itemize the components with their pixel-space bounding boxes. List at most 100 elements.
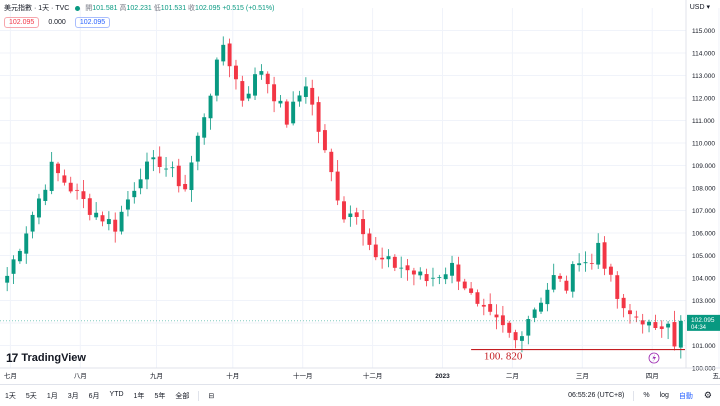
candle-body [164,168,169,170]
candle-body [361,219,366,235]
range-button[interactable]: 1年 [133,392,145,400]
candle-body [659,326,664,329]
percent-toggle[interactable]: % [643,392,650,399]
currency-selector[interactable]: USD ▾ [689,4,710,11]
candle-body [354,212,359,217]
auto-scale-toggle[interactable]: 自動 [678,392,693,400]
candle-body [195,135,200,162]
symbol-legend: 美元指數 · 1天 · TVC 開101.581 高102.231 低101.5… [4,3,274,13]
candle-body [405,265,410,271]
candle-body [138,179,143,189]
candle-body [678,320,683,348]
price-tick-label: 101.000 [692,343,716,350]
time-axis[interactable]: 七月 八月 九月 十月 十一月 十二月 2023 二月 三月 四月 五月 [0,352,720,380]
candle-body [564,280,569,291]
candle-body [303,86,308,97]
candle-body [456,264,461,282]
candle-body [183,183,188,190]
current-price-badge [687,314,720,331]
candle-body [310,87,315,105]
range-button[interactable]: 1天 [5,392,16,400]
candle-body [170,167,175,169]
candle-body [214,59,219,96]
candle-body [424,274,429,282]
symbol-title[interactable]: 美元指數 · 1天 · TVC [4,5,70,12]
buy-price-button[interactable]: 102.095 [74,17,111,28]
range-button[interactable]: 1月 [46,392,58,400]
candle-body [628,310,632,315]
low-label: 低 [153,5,161,12]
candle-body [475,292,480,304]
candle-body [329,151,334,173]
candle-body [399,267,404,269]
time-tick-label: 九月 [150,371,163,380]
order-badges: 102.095 0.000 102.095 [4,17,111,28]
candle-body [113,219,118,232]
price-tick-label: 107.000 [692,208,716,215]
range-button[interactable]: YTD [109,390,124,398]
price-chart[interactable]: 100. 820 100.000101.000102.000103.000104… [0,0,720,384]
candle-body [647,321,652,326]
candle-body [373,244,378,258]
date-range-icon[interactable]: ⊟ [208,392,215,400]
candle-body [469,288,474,293]
candle-body [145,161,149,180]
candle-body [653,322,658,329]
candle-body [462,281,467,289]
candle-body [227,43,232,67]
candle-body [418,271,423,276]
bottom-toolbar: 1天 5天 1月 3月 6月 YTD 1年 5年 全部 ⊟ 06:55:26 (UTC+8) %… [0,384,720,406]
candle-body [500,315,505,326]
current-price-value: 102.095 [691,317,715,324]
candle-body [602,242,607,269]
candle-body [335,171,340,201]
range-button[interactable]: 6月 [88,392,100,400]
lightning-icon[interactable] [648,352,660,364]
candle-body [5,275,10,283]
candle-body [221,44,226,62]
price-tick-label: 113.000 [692,73,715,80]
candle-body [380,257,385,260]
candle-body [513,332,518,341]
change-value: +0.515 (+0.51%) [222,5,275,12]
price-tick-label: 106.000 [692,231,716,238]
candle-body [81,191,86,200]
range-button[interactable]: 5年 [154,392,166,400]
log-toggle[interactable]: log [659,392,669,399]
candle-body [151,157,156,160]
candle-body [94,212,99,218]
open-label: 開 [85,5,93,12]
range-button[interactable]: 全部 [175,392,190,400]
time-tick-label: 五月 [712,372,720,380]
candle-body [132,190,137,198]
candle-body [348,213,353,217]
gear-icon[interactable]: ⚙ [703,390,712,400]
time-tick-label: 七月 [4,371,17,380]
candle-body [297,95,302,102]
range-button[interactable]: 5天 [25,392,37,400]
price-tick-label: 114.000 [692,51,715,58]
candle-body [24,233,29,254]
market-status-icon [75,5,81,11]
candle-body [570,264,575,292]
support-annotation: 100. 820 [471,348,685,363]
candle-body [539,302,543,312]
range-button[interactable]: 3月 [67,392,79,400]
candle-body [342,201,346,220]
time-tick-label: 四月 [646,372,659,380]
spread-value: 0.000 [48,19,66,26]
high-value: 102.231 [126,5,152,12]
clock-time[interactable]: 06:55:26 (UTC+8) [568,392,625,399]
candle-body [106,219,111,225]
price-tick-label: 109.000 [692,163,716,170]
sell-price-button[interactable]: 102.095 [4,17,40,28]
price-axis[interactable]: 100.000101.000102.000103.000104.000105.0… [0,0,720,373]
candle-body [589,263,594,264]
candle-body [202,117,207,138]
candlesticks [5,36,683,359]
time-tick-label: 十月 [226,371,239,380]
candle-body [75,189,80,191]
candle-body [621,297,626,309]
candle-body [278,100,283,104]
price-tick-label: 104.000 [692,276,716,283]
